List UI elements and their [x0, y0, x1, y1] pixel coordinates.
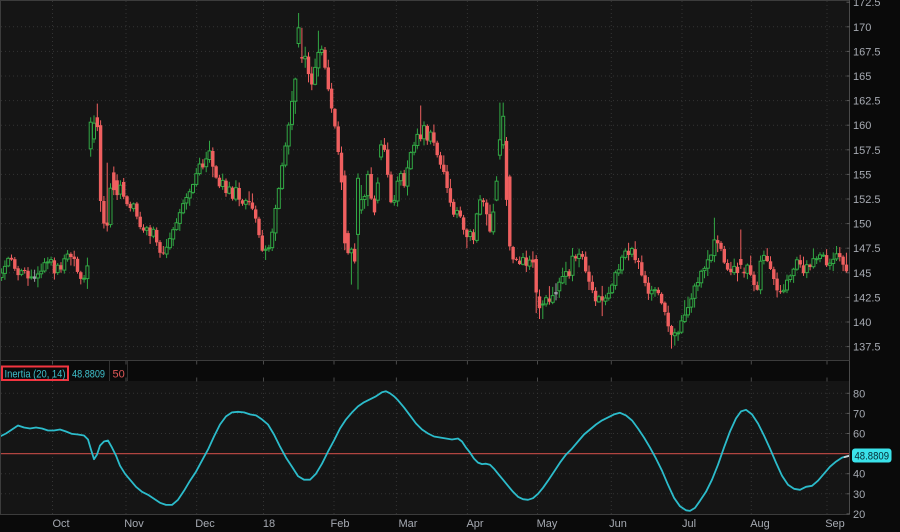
svg-text:30: 30 — [853, 489, 865, 501]
svg-text:70: 70 — [853, 408, 865, 420]
svg-text:Jun: Jun — [609, 518, 627, 530]
svg-text:Oct: Oct — [52, 518, 69, 530]
svg-text:157.5: 157.5 — [853, 145, 881, 157]
svg-text:80: 80 — [853, 388, 865, 400]
svg-text:Inertia (20, 14): Inertia (20, 14) — [5, 369, 66, 381]
svg-text:48.8809: 48.8809 — [855, 451, 890, 463]
svg-text:150: 150 — [853, 219, 871, 231]
svg-text:18: 18 — [263, 518, 275, 530]
svg-text:40: 40 — [853, 469, 865, 481]
svg-text:140: 140 — [853, 317, 871, 329]
svg-text:142.5: 142.5 — [853, 292, 881, 304]
svg-text:137.5: 137.5 — [853, 342, 881, 354]
svg-text:Aug: Aug — [750, 518, 770, 530]
svg-text:50: 50 — [113, 369, 125, 381]
svg-text:Jul: Jul — [682, 518, 696, 530]
svg-text:170: 170 — [853, 22, 871, 34]
svg-text:Mar: Mar — [399, 518, 418, 530]
svg-text:162.5: 162.5 — [853, 96, 881, 108]
svg-text:48.8809: 48.8809 — [72, 369, 105, 381]
svg-text:Sep: Sep — [825, 518, 845, 530]
svg-text:20: 20 — [853, 509, 865, 521]
svg-text:Feb: Feb — [331, 518, 350, 530]
svg-text:Dec: Dec — [195, 518, 215, 530]
svg-text:60: 60 — [853, 429, 865, 441]
svg-text:152.5: 152.5 — [853, 194, 881, 206]
svg-text:155: 155 — [853, 169, 871, 181]
svg-text:165: 165 — [853, 71, 871, 83]
svg-text:Apr: Apr — [466, 518, 483, 530]
svg-text:145: 145 — [853, 268, 871, 280]
svg-text:147.5: 147.5 — [853, 243, 881, 255]
svg-text:Nov: Nov — [124, 518, 144, 530]
svg-text:167.5: 167.5 — [853, 46, 881, 58]
svg-text:160: 160 — [853, 120, 871, 132]
svg-text:May: May — [537, 518, 558, 530]
svg-text:172.5: 172.5 — [853, 0, 881, 9]
